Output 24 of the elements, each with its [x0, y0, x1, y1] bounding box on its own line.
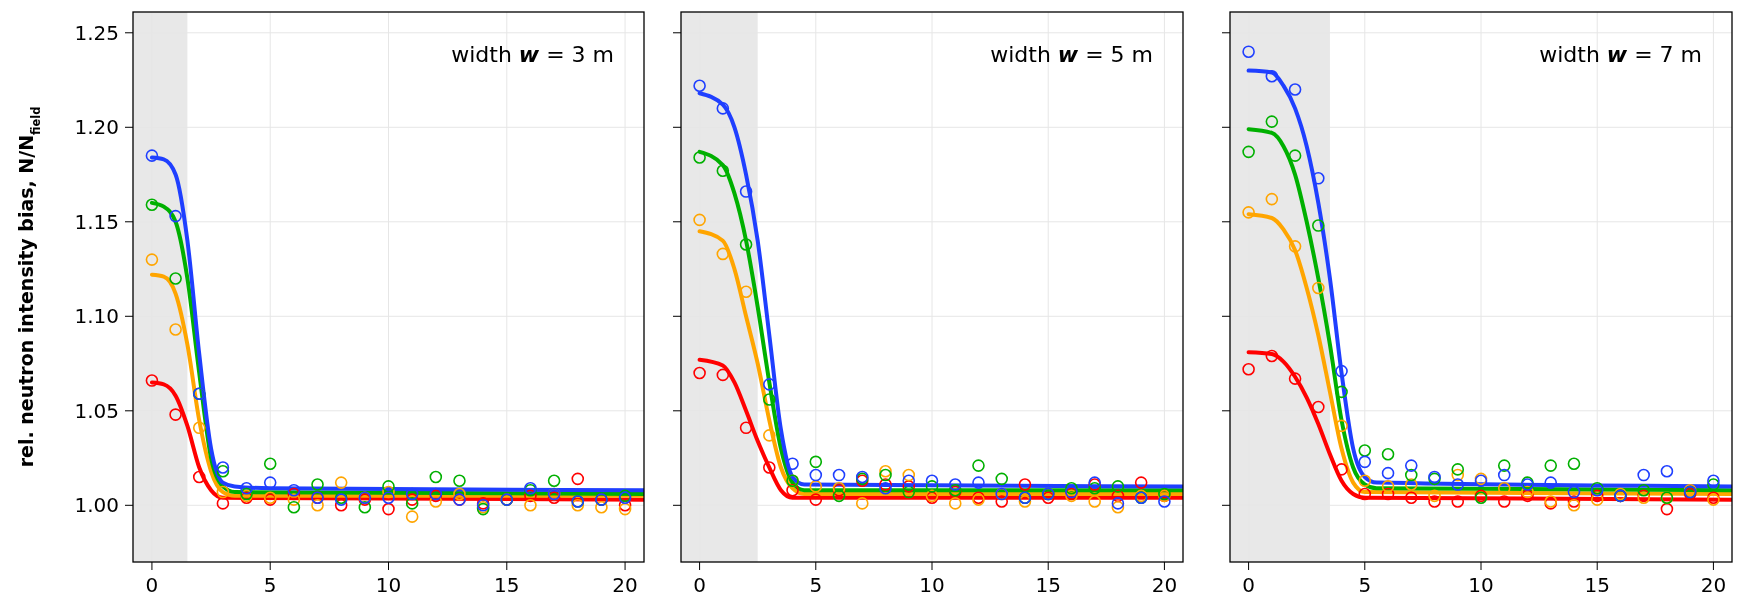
x-tick-label: 15	[494, 573, 520, 597]
annotation: width w = 3 m	[451, 42, 614, 67]
y-tick-label: 1.10	[74, 304, 119, 329]
annotation: width w = 5 m	[990, 42, 1153, 67]
x-tick-label: 0	[145, 573, 159, 597]
y-tick-label: 1.05	[74, 398, 119, 423]
y-tick-label: 1.15	[74, 209, 119, 234]
x-tick-label: 0	[693, 573, 706, 597]
x-tick-label: 10	[375, 573, 402, 597]
x-tick-label: 5	[809, 573, 823, 597]
y-tick-label: 1.20	[74, 115, 119, 140]
x-tick-label: 15	[1584, 573, 1610, 597]
y-tick-label: 1.00	[74, 493, 119, 518]
x-tick-label: 5	[1358, 573, 1372, 597]
x-tick-label: 10	[1468, 573, 1494, 597]
annotation: width w = 7 m	[1539, 42, 1702, 67]
x-tick-label: 20	[612, 573, 638, 597]
x-tick-label: 15	[1035, 573, 1061, 597]
x-tick-label: 5	[263, 573, 277, 597]
x-tick-label: 20	[1700, 573, 1727, 597]
y-tick-label: 1.25	[74, 20, 119, 45]
x-tick-label: 0	[1242, 573, 1255, 597]
x-tick-label: 10	[919, 573, 945, 597]
x-tick-label: 20	[1151, 573, 1178, 597]
